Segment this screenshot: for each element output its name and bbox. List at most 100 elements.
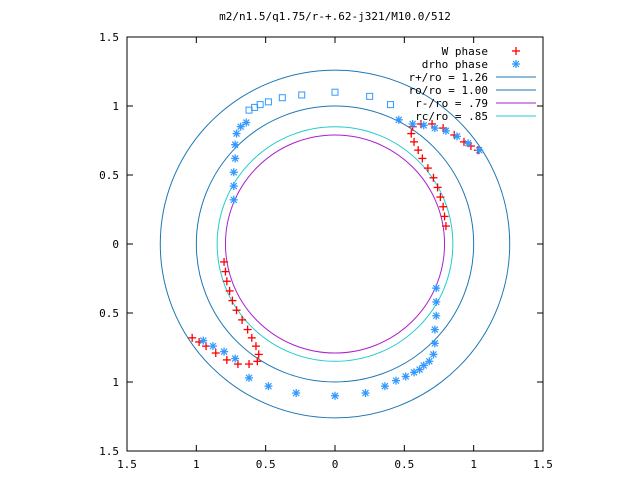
point-1-11 <box>430 325 439 334</box>
x-tick-label-1: 1 <box>193 458 200 471</box>
point-1-36 <box>464 139 473 148</box>
point-0-34 <box>211 349 220 358</box>
point-1-5 <box>232 129 241 138</box>
legend-label-5: rc/ro = .85 <box>415 110 488 123</box>
series-1 <box>199 115 484 400</box>
point-1-7 <box>242 118 251 127</box>
point-1-17 <box>208 342 217 351</box>
point-1-3 <box>231 154 240 163</box>
point-1-30 <box>394 115 403 124</box>
point-2-6 <box>331 88 339 96</box>
point-1-4 <box>231 140 240 149</box>
point-0-1 <box>440 212 449 221</box>
x-tick-label-6: 1.5 <box>533 458 553 471</box>
point-1-35 <box>453 132 462 141</box>
y-tick-label-3: 0 <box>112 238 119 251</box>
y-tick-label-4: 0.5 <box>99 307 119 320</box>
x-tick-label-3: 0 <box>332 458 339 471</box>
point-0-24 <box>232 306 241 315</box>
point-1-25 <box>380 382 389 391</box>
y-tick-label-6: 1.5 <box>99 445 119 458</box>
legend-label-1: drho phase <box>422 58 488 71</box>
axis-ticks: 1.5 1 0.5 0 0.5 1 1.51.510.500.511.5 <box>99 31 553 471</box>
circle-0 <box>159 69 511 419</box>
point-2-3 <box>264 98 272 106</box>
point-1-31 <box>408 119 417 128</box>
point-1-19 <box>231 354 240 363</box>
point-1-14 <box>425 357 434 366</box>
point-1-26 <box>392 376 401 385</box>
legend-marker-1 <box>512 60 520 68</box>
point-1-0 <box>229 195 238 204</box>
point-1-28 <box>410 368 419 377</box>
point-1-6 <box>236 122 245 131</box>
data-points <box>188 88 484 400</box>
point-1-34 <box>441 126 450 135</box>
point-2-8 <box>386 101 394 109</box>
point-1-37 <box>475 146 484 155</box>
point-0-7 <box>418 154 427 163</box>
point-0-19 <box>220 257 229 266</box>
point-0-29 <box>254 350 263 359</box>
point-1-12 <box>430 339 439 348</box>
point-1-22 <box>292 389 301 398</box>
point-0-33 <box>222 355 231 364</box>
series-2 <box>245 88 394 114</box>
point-2-4 <box>278 94 286 102</box>
legend-label-4: r-/ro = .79 <box>415 97 488 110</box>
x-tick-label-0: 1.5 <box>117 458 137 471</box>
point-0-30 <box>253 357 262 366</box>
y-tick-label-0: 1.5 <box>99 31 119 44</box>
point-1-21 <box>264 382 273 391</box>
y-tick-label-2: 0.5 <box>99 169 119 182</box>
point-1-23 <box>331 391 339 400</box>
point-2-2 <box>256 101 264 109</box>
circle-3 <box>216 126 454 362</box>
point-1-18 <box>220 347 229 356</box>
point-0-21 <box>222 277 231 286</box>
point-1-2 <box>229 168 238 177</box>
point-0-13 <box>428 119 437 128</box>
point-0-2 <box>439 202 448 211</box>
point-0-4 <box>433 183 442 192</box>
point-0-25 <box>238 315 247 324</box>
x-tick-label-4: 0.5 <box>394 458 414 471</box>
point-0-9 <box>410 137 419 146</box>
point-1-29 <box>415 365 424 374</box>
circle-1 <box>195 105 475 383</box>
point-1-9 <box>432 297 441 306</box>
point-1-32 <box>419 121 428 130</box>
point-1-27 <box>401 372 410 381</box>
reference-circles <box>159 69 511 419</box>
point-0-3 <box>436 193 445 202</box>
point-0-5 <box>429 173 438 182</box>
point-0-22 <box>225 286 234 295</box>
point-0-0 <box>441 222 450 231</box>
point-1-10 <box>432 311 441 320</box>
x-tick-label-5: 1 <box>470 458 477 471</box>
point-0-6 <box>423 164 432 173</box>
x-tick-label-2: 0.5 <box>256 458 276 471</box>
point-1-24 <box>361 389 370 398</box>
point-0-28 <box>251 342 260 351</box>
legend-label-0: W phase <box>442 45 488 58</box>
legend-label-2: r+/ro = 1.26 <box>409 71 488 84</box>
circle-2 <box>224 134 446 354</box>
point-1-16 <box>199 336 208 345</box>
point-1-8 <box>432 284 441 293</box>
point-0-20 <box>221 267 230 276</box>
point-0-23 <box>228 296 237 305</box>
y-tick-label-5: 1 <box>112 376 119 389</box>
point-0-26 <box>243 325 252 334</box>
series-0 <box>188 119 482 369</box>
point-0-31 <box>245 360 254 369</box>
point-0-8 <box>414 146 423 155</box>
point-0-10 <box>407 129 416 138</box>
point-1-13 <box>429 350 438 359</box>
legend-marker-0 <box>512 47 520 55</box>
point-0-27 <box>247 333 256 342</box>
point-0-37 <box>188 333 197 342</box>
point-1-33 <box>430 124 439 133</box>
